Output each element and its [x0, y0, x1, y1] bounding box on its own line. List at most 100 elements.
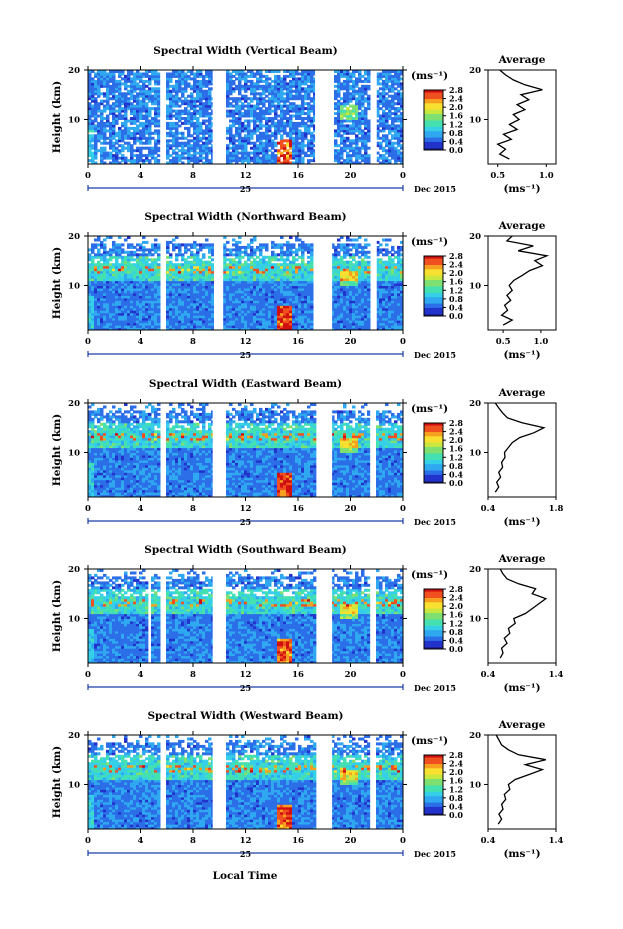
heatmap-cell [247, 84, 251, 88]
heatmap-cell [103, 134, 107, 138]
heatmap-cell [253, 121, 257, 125]
heatmap-cell [169, 260, 173, 264]
heatmap-cell [289, 109, 293, 113]
heatmap-cell [259, 94, 263, 98]
heatmap-cell [397, 107, 401, 111]
heatmap-cell [148, 74, 152, 78]
heatmap-cell [364, 99, 368, 103]
heatmap-cell [388, 146, 392, 150]
heatmap-cell [169, 297, 173, 301]
heatmap-cell [181, 312, 185, 316]
heatmap-cell [148, 97, 152, 101]
heatmap-cell [112, 273, 116, 277]
heatmap-cell [199, 273, 203, 277]
heatmap-cell [196, 255, 200, 259]
heatmap-cell [136, 270, 140, 274]
heatmap-cell [352, 92, 356, 96]
heatmap-cell [115, 287, 119, 291]
heatmap-cell [142, 104, 146, 108]
heatmap-cell [391, 102, 395, 106]
heatmap-cell [397, 94, 401, 98]
heatmap-cell [172, 151, 176, 155]
heatmap-cell [181, 295, 185, 299]
heatmap-cell [211, 287, 215, 291]
heatmap-cell [205, 322, 209, 326]
heatmap-cell [166, 161, 170, 165]
heatmap-cell [175, 270, 179, 274]
heatmap-cell [196, 307, 200, 311]
heatmap-cell [202, 114, 206, 118]
heatmap-cell [202, 287, 206, 291]
heatmap-cell [112, 312, 116, 316]
heatmap-cell [112, 89, 116, 93]
heatmap-cell [301, 136, 305, 140]
heatmap-cell [193, 74, 197, 78]
heatmap-cell [145, 287, 149, 291]
heatmap-cell [250, 131, 254, 135]
heatmap-cell [178, 97, 182, 101]
heatmap-cell [205, 312, 209, 316]
heatmap-cell [184, 82, 188, 86]
heatmap-cell [88, 302, 92, 306]
heatmap-cell [181, 74, 185, 78]
heatmap-cell [118, 305, 122, 309]
heatmap-cell [274, 109, 278, 113]
heatmap-cell [94, 107, 98, 111]
heatmap-cell [292, 243, 296, 247]
heatmap-cell [343, 129, 347, 133]
colorbar-swatch [424, 98, 443, 102]
heatmap-cell [304, 154, 308, 158]
heatmap-cell [121, 320, 125, 324]
heatmap-cell [139, 285, 143, 289]
heatmap-cell [181, 141, 185, 145]
heatmap-cell [181, 268, 185, 272]
heatmap-cell [130, 317, 134, 321]
heatmap-cell [262, 89, 266, 93]
heatmap-cell [148, 126, 152, 130]
heatmap-cell [112, 72, 116, 76]
heatmap-cell [304, 94, 308, 98]
heatmap-cell [187, 305, 191, 309]
heatmap-cell [106, 278, 110, 282]
heatmap-cell [94, 270, 98, 274]
heatmap-cell [142, 285, 146, 289]
heatmap-cell [190, 253, 194, 257]
x-tick-label: 8 [190, 171, 196, 181]
heatmap-cell [337, 84, 341, 88]
heatmap-cell [238, 89, 242, 93]
heatmap-cell [91, 84, 95, 88]
heatmap-cell [262, 146, 266, 150]
heatmap-cell [115, 97, 119, 101]
heatmap-cell [394, 72, 398, 76]
heatmap-cell [205, 302, 209, 306]
heatmap-cell [130, 107, 134, 111]
heatmap-cell [298, 72, 302, 76]
heatmap-cell [349, 112, 353, 116]
heatmap-cell [142, 295, 146, 299]
heatmap-cell [304, 151, 308, 155]
heatmap-cell [202, 121, 206, 125]
heatmap-cell [118, 102, 122, 106]
heatmap-cell [208, 112, 212, 116]
heatmap-cell [106, 107, 110, 111]
heatmap-cell [262, 99, 266, 103]
heatmap-cell [244, 74, 248, 78]
heatmap-cell [127, 322, 131, 326]
heatmap-cell [202, 104, 206, 108]
heatmap-cell [304, 134, 308, 138]
heatmap-cell [334, 112, 338, 116]
heatmap-cell [154, 297, 158, 301]
heatmap-cell [133, 270, 137, 274]
heatmap-cell [358, 89, 362, 93]
heatmap-cell [136, 292, 140, 296]
heatmap-cell [127, 119, 131, 123]
heatmap-cell [394, 151, 398, 155]
heatmap-cell [190, 278, 194, 282]
heatmap-cell [271, 159, 275, 163]
heatmap-cell [190, 97, 194, 101]
heatmap-cell [265, 243, 269, 247]
panel-2: Spectral Width (Northward Beam)1020Heigh… [51, 211, 557, 361]
heatmap-cell [280, 77, 284, 81]
day-label: 25 [240, 184, 251, 194]
heatmap-cell [187, 325, 191, 329]
